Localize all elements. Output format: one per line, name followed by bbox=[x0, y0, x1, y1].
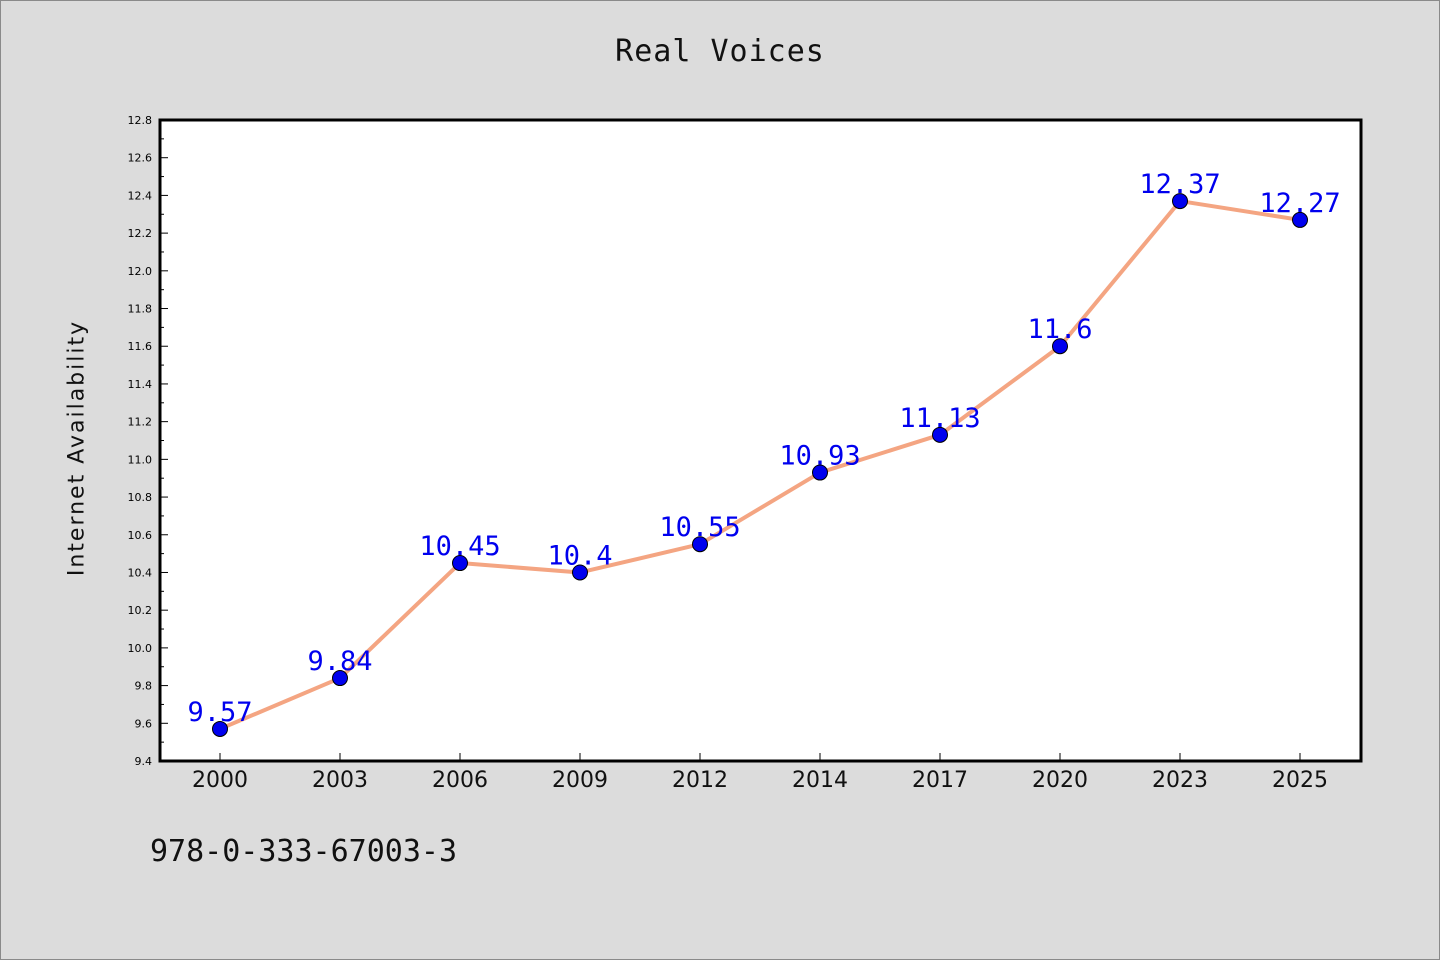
data-label: 9.57 bbox=[187, 697, 252, 728]
data-point bbox=[572, 564, 588, 581]
data-point bbox=[332, 670, 348, 687]
x-tick-label: 2000 bbox=[192, 768, 248, 793]
x-tick-label: 2025 bbox=[1272, 768, 1328, 793]
x-tick-label: 2003 bbox=[312, 768, 368, 793]
data-label: 10.93 bbox=[779, 441, 860, 472]
data-point bbox=[692, 536, 708, 553]
x-tick-label: 2017 bbox=[912, 768, 968, 793]
data-label: 10.55 bbox=[659, 512, 740, 543]
y-tick-label: 11.6 bbox=[128, 340, 153, 353]
y-tick-label: 10.4 bbox=[128, 566, 153, 579]
x-tick-label: 2012 bbox=[672, 768, 728, 793]
y-tick-label: 10.6 bbox=[128, 529, 153, 542]
data-label: 9.84 bbox=[307, 646, 372, 677]
y-tick-label: 11.8 bbox=[128, 303, 153, 316]
y-tick-label: 10.0 bbox=[128, 642, 153, 655]
data-point bbox=[1292, 211, 1308, 228]
series-line bbox=[218, 199, 1302, 731]
y-tick-label: 12.2 bbox=[128, 227, 153, 240]
y-tick-label: 12.0 bbox=[128, 265, 153, 278]
y-tick-label: 10.8 bbox=[128, 491, 153, 504]
y-tick-label: 12.6 bbox=[128, 152, 153, 165]
y-tick-label: 11.4 bbox=[128, 378, 153, 391]
y-tick-label: 9.6 bbox=[135, 717, 153, 730]
y-tick-label: 12.4 bbox=[128, 189, 153, 202]
data-point bbox=[1052, 338, 1068, 355]
data-point bbox=[452, 555, 468, 572]
y-tick-label: 10.2 bbox=[128, 604, 153, 617]
chart-title: Real Voices bbox=[615, 34, 825, 69]
data-point bbox=[212, 720, 228, 737]
data-label: 12.37 bbox=[1139, 169, 1220, 200]
x-tick-label: 2006 bbox=[432, 768, 488, 793]
data-label: 10.4 bbox=[547, 540, 612, 571]
x-tick-label: 2023 bbox=[1152, 768, 1208, 793]
x-tick-label: 2020 bbox=[1032, 768, 1088, 793]
x-tick-label: 2009 bbox=[552, 768, 608, 793]
isbn-code: 978-0-333-67003-3 bbox=[150, 834, 458, 869]
x-tick-label: 2014 bbox=[792, 768, 848, 793]
data-point bbox=[812, 464, 828, 481]
data-label: 11.6 bbox=[1027, 314, 1092, 345]
data-label: 10.45 bbox=[419, 531, 500, 562]
y-tick-label: 11.0 bbox=[128, 453, 153, 466]
y-tick-label: 9.8 bbox=[135, 680, 153, 693]
y-tick-label: 11.2 bbox=[128, 416, 153, 429]
data-label: 11.13 bbox=[899, 403, 980, 434]
y-tick-label: 9.4 bbox=[135, 755, 153, 768]
data-label: 12.27 bbox=[1259, 188, 1340, 219]
y-tick-label: 12.8 bbox=[128, 114, 153, 127]
data-point bbox=[1172, 193, 1188, 210]
data-point bbox=[932, 426, 948, 443]
